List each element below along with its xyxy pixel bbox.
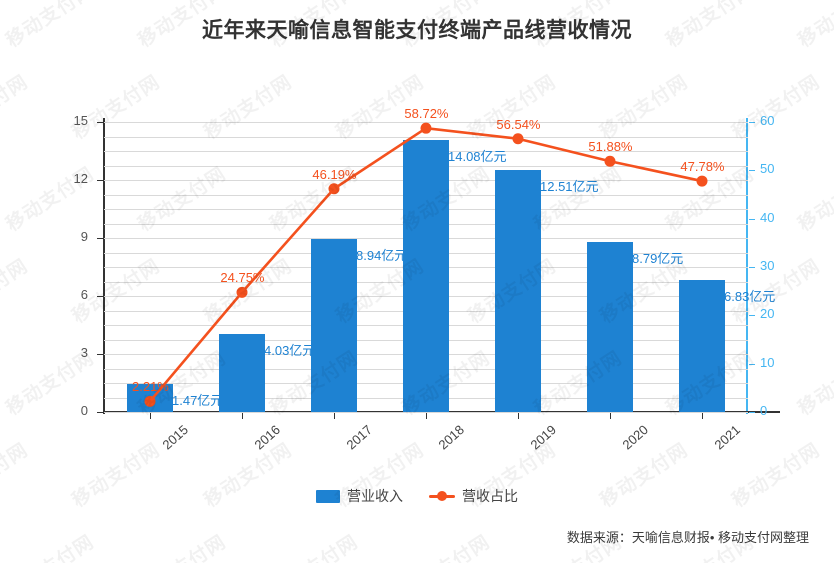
line-series (144, 122, 708, 407)
y-right-tick-label: 40 (760, 209, 775, 225)
legend-label-share: 营收占比 (462, 488, 518, 504)
y-left-tick-label: 12 (73, 171, 88, 186)
line-dot-icon (429, 490, 455, 502)
bar-2017[interactable] (311, 239, 357, 412)
line-marker-2021[interactable] (696, 175, 708, 187)
chart-title: 近年来天喻信息智能支付终端产品线营收情况 (202, 19, 632, 42)
x-tick-mark (610, 413, 611, 419)
x-tick-label-2021: 2021 (711, 422, 743, 453)
source-note: 数据来源：天喻信息财报• 移动支付网整理 (566, 530, 809, 545)
gridline (104, 412, 748, 413)
line-value-label-2016: 24.75% (220, 270, 265, 286)
y-right-tick-label: 0 (760, 403, 768, 418)
y-left-tick-label: 15 (73, 113, 88, 128)
line-marker-2016[interactable] (236, 286, 248, 298)
y-left-tick-mark (97, 238, 103, 239)
line-path (148, 126, 704, 403)
bar-2016[interactable] (219, 334, 265, 412)
bar-value-label-2020: 8.79亿元 (632, 251, 684, 267)
x-tick-mark (334, 413, 335, 419)
x-tick-label-2016: 2016 (251, 422, 283, 453)
gridline (104, 122, 748, 123)
x-tick-mark (702, 413, 703, 419)
y-right-tick-label: 10 (760, 354, 775, 370)
bar-swatch-icon (316, 489, 340, 503)
bar-value-label-2021: 6.83亿元 (724, 288, 776, 304)
line-marker-2020[interactable] (604, 155, 616, 167)
y-right-tick-mark (749, 315, 755, 317)
y-axis-right-line (746, 118, 748, 414)
line-marker-2015[interactable] (144, 395, 156, 407)
bar-2018[interactable] (403, 139, 449, 412)
y-right-tick-label: 60 (760, 113, 775, 128)
y-left-tick-mark (97, 354, 103, 355)
y-right-tick-mark (749, 267, 755, 268)
y-left-tick-mark (97, 180, 103, 181)
bar-2020[interactable] (587, 242, 633, 412)
line-value-label-2019: 56.54% (496, 116, 541, 132)
line-value-label-2020: 51.88% (588, 139, 633, 155)
x-tick-label-2018: 2018 (435, 422, 467, 453)
y-right-tick-mark (749, 363, 755, 365)
x-tick-label-2015: 2015 (159, 422, 191, 453)
line-marker-2018[interactable] (420, 122, 432, 134)
plot-area (104, 122, 748, 413)
line-marker-2017[interactable] (328, 183, 340, 195)
y-left-tick-label: 0 (80, 403, 88, 418)
x-tick-mark (518, 413, 519, 419)
y-right-tick-label: 50 (760, 161, 775, 177)
y-left-tick-label: 6 (80, 287, 88, 302)
bar-2021[interactable] (679, 279, 725, 412)
legend-label-revenue: 营业收入 (347, 488, 403, 504)
bar-2019[interactable] (495, 170, 541, 412)
bar-value-label-2015: 1.47亿元 (172, 392, 224, 408)
y-right-tick-label: 30 (760, 258, 775, 273)
x-tick-mark (426, 413, 427, 419)
line-value-label-2018: 58.72% (404, 106, 449, 122)
legend-item-revenue[interactable]: 营业收入 (316, 486, 403, 506)
y-right-tick-mark (749, 412, 755, 413)
y-right-tick-mark (749, 170, 755, 172)
line-value-label-2017: 46.19% (312, 166, 357, 182)
y-left-tick-mark (97, 122, 103, 123)
line-value-label-2015: 2.21% (132, 379, 169, 395)
x-tick-label-2020: 2020 (619, 422, 651, 453)
x-tick-mark (150, 413, 151, 419)
x-tick-label-2019: 2019 (527, 422, 559, 453)
x-tick-label-2017: 2017 (343, 422, 375, 453)
y-left-tick-mark (97, 296, 103, 297)
chart-legend: 营业收入 营收占比 (0, 486, 834, 506)
y-right-tick-label: 20 (760, 306, 775, 322)
x-tick-mark (242, 413, 243, 419)
line-markers (144, 122, 708, 407)
y-right-tick-mark (749, 218, 755, 220)
bar-value-label-2016: 4.03亿元 (264, 343, 316, 359)
legend-item-share[interactable]: 营收占比 (429, 486, 518, 506)
y-left-tick-label: 9 (80, 229, 88, 244)
y-left-tick-mark (97, 412, 103, 413)
bar-value-label-2017: 8.94亿元 (356, 248, 408, 264)
bar-value-label-2018: 14.08亿元 (448, 148, 507, 164)
line-marker-2019[interactable] (512, 133, 524, 145)
y-left-tick-label: 3 (80, 345, 88, 360)
line-value-label-2021: 47.78% (680, 159, 725, 175)
y-right-tick-mark (749, 122, 755, 123)
bar-value-label-2019: 12.51亿元 (540, 179, 599, 195)
gridline (104, 136, 748, 138)
y-axis-left-line (103, 118, 105, 414)
